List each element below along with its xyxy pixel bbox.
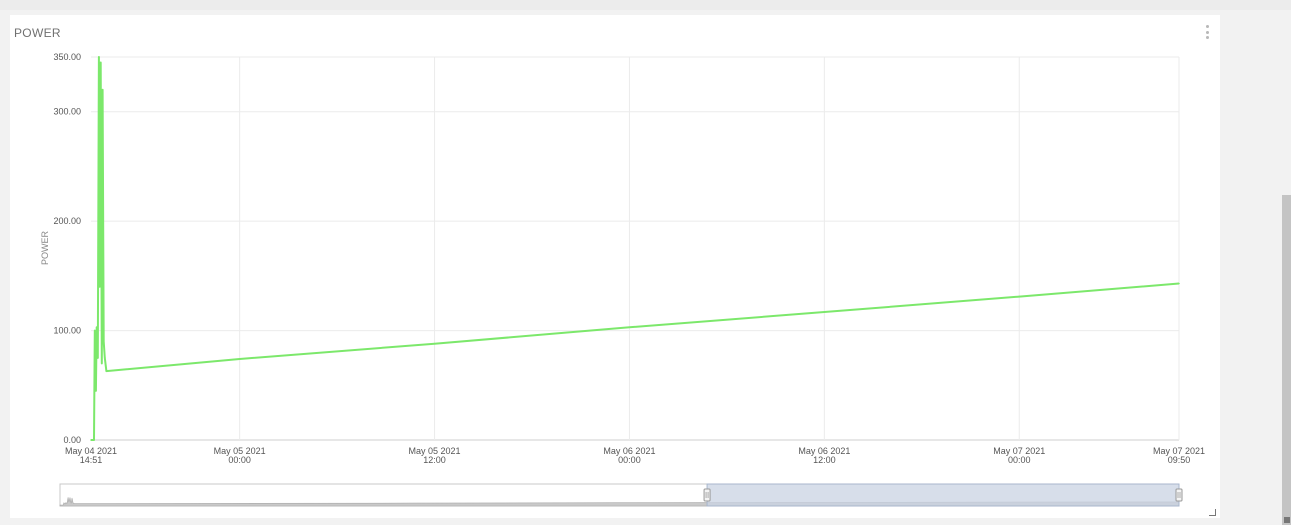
data-point — [433, 342, 436, 345]
x-tick-label: May 06 2021 — [603, 446, 655, 456]
range-navigator[interactable] — [59, 483, 1183, 507]
y-tick-label: 300.00 — [53, 107, 81, 117]
x-tick-label: 14:51 — [80, 455, 103, 465]
data-point — [823, 311, 826, 313]
x-tick-label: May 07 2021 — [993, 446, 1045, 456]
data-point — [97, 357, 99, 359]
data-point — [98, 286, 101, 288]
x-tick-label: May 05 2021 — [214, 446, 266, 456]
x-tick-label: 09:50 — [1168, 455, 1191, 465]
data-point — [1178, 282, 1180, 285]
y-tick-label: 100.00 — [53, 326, 81, 336]
x-tick-label: 00:00 — [1008, 455, 1031, 465]
data-point — [99, 61, 102, 64]
x-tick-label: 12:00 — [813, 455, 836, 465]
chart-grid — [91, 56, 1180, 441]
data-point — [238, 358, 241, 360]
resize-handle-icon[interactable] — [1209, 509, 1216, 516]
data-point — [95, 326, 98, 329]
data-point — [98, 56, 100, 58]
data-point — [101, 362, 103, 365]
x-tick-label: May 05 2021 — [409, 446, 461, 456]
x-tick-label: 12:00 — [423, 455, 446, 465]
vertical-dots-icon[interactable] — [1204, 25, 1210, 39]
data-point — [1018, 295, 1021, 298]
y-tick-label: 200.00 — [53, 216, 81, 226]
power-panel: POWER — [10, 15, 1220, 518]
panel-title: POWER — [14, 26, 61, 40]
x-tick-label: May 06 2021 — [798, 446, 850, 456]
navigator-handle-left[interactable] — [703, 488, 711, 502]
y-tick-label: 0.00 — [63, 435, 81, 445]
x-tick-label: May 07 2021 — [1153, 446, 1205, 456]
chart-series — [90, 56, 1180, 441]
data-point — [104, 357, 106, 359]
x-tick-label: 00:00 — [228, 455, 251, 465]
y-axis: 0.00 100.00 200.00 300.00 350.00 — [53, 52, 81, 445]
data-point — [105, 370, 108, 372]
series-line — [91, 56, 1180, 441]
data-point — [94, 329, 96, 332]
y-tick-label: 350.00 — [53, 52, 81, 62]
y-axis-label: POWER — [40, 231, 50, 266]
navigator-selection[interactable] — [706, 483, 1180, 507]
data-point — [628, 326, 631, 329]
data-point — [101, 89, 104, 91]
page-scrollbar[interactable] — [1282, 195, 1291, 525]
top-strip — [0, 0, 1291, 10]
x-tick-label: May 04 2021 — [65, 446, 117, 456]
x-tick-label: 00:00 — [618, 455, 641, 465]
data-point — [90, 439, 92, 441]
data-point — [93, 439, 95, 441]
scroll-down-icon[interactable] — [1284, 517, 1290, 523]
data-point — [102, 340, 105, 343]
navigator-handle-right[interactable] — [1175, 488, 1183, 502]
data-point — [95, 390, 97, 392]
